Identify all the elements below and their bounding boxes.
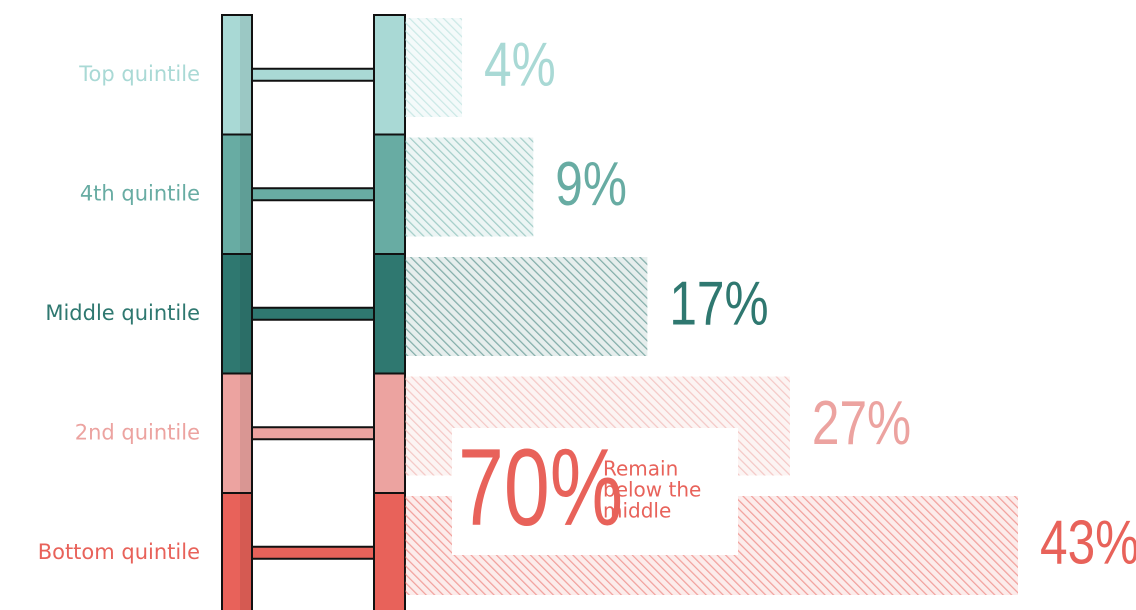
ladder-rail bbox=[373, 372, 406, 494]
bar bbox=[405, 257, 648, 356]
ladder-rung bbox=[251, 545, 375, 560]
value-label: 9% bbox=[555, 149, 627, 219]
ladder-rail-shade bbox=[240, 135, 251, 253]
ladder-rail-shade bbox=[240, 16, 251, 134]
row-label: Middle quintile bbox=[45, 301, 200, 325]
row-label: Top quintile bbox=[78, 62, 200, 86]
ladder-rail-shade bbox=[240, 494, 251, 610]
ladder-rung bbox=[251, 67, 375, 82]
bar bbox=[405, 137, 534, 237]
value-label: 17% bbox=[669, 268, 768, 338]
ladder-rung bbox=[251, 426, 375, 441]
ladder-rail bbox=[373, 492, 406, 610]
ladder-rail-shade bbox=[240, 255, 251, 373]
annotation-text: middle bbox=[603, 499, 671, 523]
annotation-text: Remain bbox=[603, 457, 678, 481]
value-label: 27% bbox=[812, 388, 911, 458]
value-label: 4% bbox=[484, 29, 556, 99]
annotation-text: below the bbox=[603, 478, 701, 502]
ladder-rung bbox=[251, 306, 375, 321]
ladder-rail bbox=[373, 14, 406, 136]
ladder-rail-shade bbox=[240, 374, 251, 492]
bar bbox=[405, 18, 463, 117]
annotation-box bbox=[452, 428, 738, 555]
ladder-rail bbox=[373, 133, 406, 255]
annotation-value: 70% bbox=[458, 426, 623, 549]
row-label: 2nd quintile bbox=[75, 420, 200, 444]
value-label: 43% bbox=[1040, 507, 1136, 577]
row-label: Bottom quintile bbox=[38, 540, 200, 564]
ladder-rail bbox=[373, 253, 406, 375]
ladder-rail bbox=[221, 492, 253, 610]
row-label: 4th quintile bbox=[80, 181, 200, 205]
ladder-rung bbox=[251, 187, 375, 202]
